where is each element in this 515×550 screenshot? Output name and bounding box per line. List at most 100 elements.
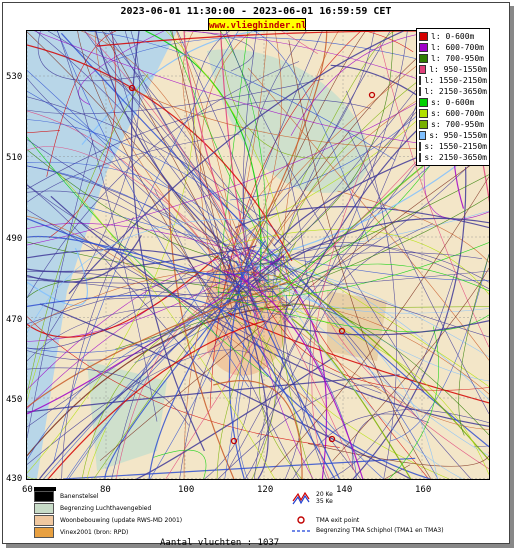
key-item-vinex: Vinex2001 (bron: RPD) <box>34 527 128 538</box>
residential-area <box>327 291 387 361</box>
flight-track <box>27 119 291 253</box>
key-swatch <box>34 527 54 538</box>
flight-track <box>66 294 230 479</box>
legend-label: l: 2150-3650m <box>424 87 487 96</box>
flight-track <box>153 449 207 479</box>
flight-track <box>81 31 289 145</box>
flight-track <box>388 326 439 479</box>
flight-track <box>329 274 455 479</box>
flight-track <box>238 276 489 430</box>
flight-track <box>270 176 489 473</box>
exit-point-marker <box>328 435 336 443</box>
flight-track <box>224 229 489 295</box>
legend-item: l: 700-950m <box>419 53 487 64</box>
exit-point-icon <box>297 516 305 524</box>
key-swatch <box>34 503 54 514</box>
flight-track <box>27 367 189 426</box>
flight-track <box>94 31 227 268</box>
key-swatch <box>34 515 54 526</box>
flight-track <box>27 184 275 293</box>
exit-point-marker <box>128 84 136 92</box>
legend-swatch <box>419 142 422 151</box>
x-tick-label: 60 <box>22 485 33 495</box>
flight-track <box>224 259 249 479</box>
flight-track-map <box>26 30 490 480</box>
flight-track <box>57 31 158 422</box>
flight-track <box>228 250 251 479</box>
flight-track <box>27 255 285 415</box>
flight-track <box>96 31 421 47</box>
flight-track <box>225 31 425 393</box>
flight-track <box>311 149 370 479</box>
green-area <box>87 361 167 471</box>
flight-track <box>81 31 250 263</box>
flight-track <box>255 263 489 314</box>
legend-label: l: 950-1550m <box>429 65 487 74</box>
flight-track <box>27 161 243 246</box>
flight-track <box>193 31 232 283</box>
flight-track <box>27 374 400 413</box>
flight-track <box>193 31 254 72</box>
flight-track <box>276 263 489 297</box>
legend-swatch <box>419 32 428 41</box>
flight-track <box>282 303 489 436</box>
flight-track <box>243 273 438 479</box>
x-tick-label: 120 <box>257 485 274 495</box>
legend-swatch <box>419 153 422 162</box>
flight-track <box>272 31 391 303</box>
y-tick-label: 530 <box>6 72 23 82</box>
x-tick-label: 160 <box>415 485 432 495</box>
key-label: 20 Ke <box>316 491 333 498</box>
flight-track <box>27 235 142 283</box>
flight-track <box>68 247 232 479</box>
flight-track <box>99 152 489 461</box>
flight-track <box>27 276 260 302</box>
legend-label: l: 0-600m <box>431 32 475 41</box>
flight-track <box>226 297 489 333</box>
flight-track <box>346 90 397 479</box>
flight-track <box>48 31 117 239</box>
legend-swatch <box>419 87 422 96</box>
flight-track <box>272 285 489 457</box>
flight-track <box>202 31 414 53</box>
map-key: Banenstelsel Begrenzing Luchthavengebied… <box>30 487 490 538</box>
flight-count: Aantal vluchten : 1037 <box>160 538 280 548</box>
flight-track <box>27 149 280 265</box>
flight-track <box>27 245 256 273</box>
flight-track <box>251 217 489 286</box>
legend-swatch <box>419 109 428 118</box>
legend-item: s: 2150-3650m <box>419 152 487 163</box>
flight-track <box>115 196 489 350</box>
flight-track <box>237 242 357 479</box>
flight-track <box>111 346 163 479</box>
flight-track <box>27 330 50 479</box>
x-tick-label: 140 <box>336 485 353 495</box>
flight-track <box>220 31 269 290</box>
flight-track <box>60 32 489 448</box>
flight-track <box>84 31 267 270</box>
noise-contour-icon <box>292 491 310 505</box>
flight-track <box>258 31 318 54</box>
flight-track <box>291 318 412 479</box>
flight-track <box>27 294 233 318</box>
flight-track <box>200 31 253 291</box>
flight-track <box>252 271 489 391</box>
flight-track <box>27 103 196 474</box>
flight-track <box>57 171 276 479</box>
page-title: 2023-06-01 11:30:00 - 2023-06-01 16:59:5… <box>120 6 392 17</box>
flight-track <box>218 307 431 479</box>
flight-track <box>220 315 277 479</box>
flight-track <box>95 31 270 283</box>
flight-track <box>223 270 364 479</box>
flight-track <box>27 146 229 257</box>
flight-track <box>27 241 266 276</box>
flight-track <box>27 136 269 378</box>
flight-track <box>390 253 489 442</box>
flight-track <box>347 130 489 414</box>
legend-item: s: 700-950m <box>419 119 487 130</box>
flight-track <box>258 320 303 479</box>
flight-track <box>46 31 140 338</box>
flight-track <box>103 32 472 479</box>
flight-track <box>27 281 288 408</box>
flight-track <box>254 31 370 243</box>
